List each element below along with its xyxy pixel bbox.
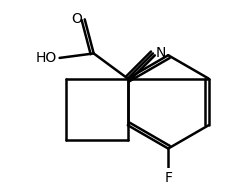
Text: N: N [156,46,166,60]
Text: HO: HO [36,51,57,65]
Text: F: F [164,171,172,185]
Text: O: O [71,12,82,26]
